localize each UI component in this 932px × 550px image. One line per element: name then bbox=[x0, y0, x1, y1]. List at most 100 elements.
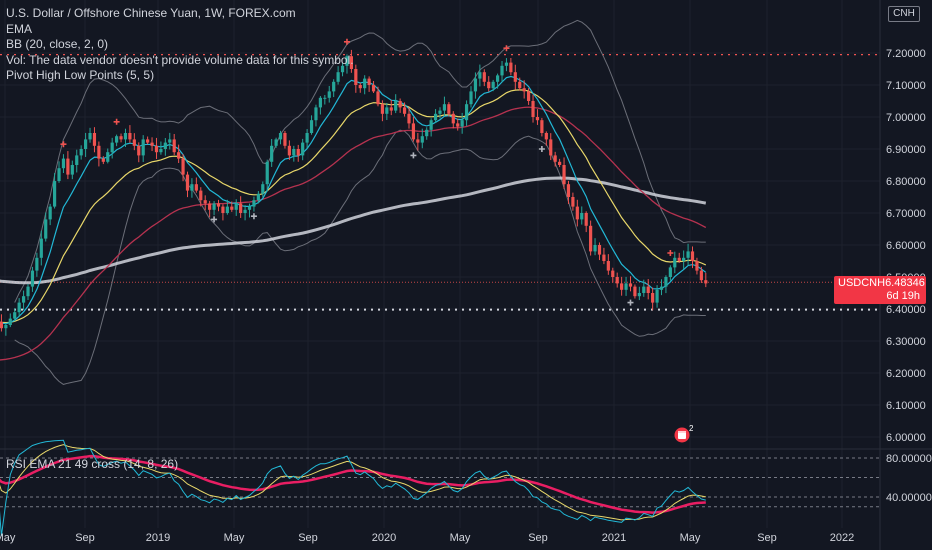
candle-body bbox=[464, 104, 469, 121]
bb-upper-band bbox=[14, 19, 706, 303]
candle-body bbox=[314, 107, 318, 121]
candle-body bbox=[589, 225, 593, 252]
candle-body bbox=[274, 139, 278, 146]
candle-body bbox=[478, 72, 482, 79]
candle-body bbox=[686, 251, 690, 258]
legend-vol[interactable]: Vol: The data vendor doesn't provide vol… bbox=[6, 52, 354, 67]
candle-body bbox=[119, 136, 123, 140]
candle-body bbox=[442, 104, 447, 111]
candle-body bbox=[509, 62, 513, 73]
candle-body bbox=[39, 238, 43, 258]
candle-body bbox=[327, 91, 331, 98]
candle-body bbox=[137, 145, 141, 156]
candle-body bbox=[677, 257, 681, 261]
candle-body bbox=[398, 101, 402, 108]
candle-body bbox=[177, 152, 181, 159]
ema-50-line bbox=[0, 106, 707, 361]
candle-body bbox=[30, 270, 35, 287]
candle-body bbox=[79, 149, 83, 156]
candle-body bbox=[558, 161, 562, 165]
candle-body bbox=[425, 129, 429, 137]
candle-body bbox=[549, 139, 553, 156]
candle-body bbox=[367, 78, 371, 85]
candle-body bbox=[562, 165, 566, 185]
candle-body bbox=[0, 321, 4, 329]
candle-body bbox=[172, 139, 176, 153]
legend-pivots[interactable]: Pivot High Low Points (5, 5) bbox=[6, 68, 155, 82]
rsi-legend[interactable]: RSI EMA 21 49 cross (14, 8, 26) bbox=[6, 457, 179, 471]
candle-body bbox=[106, 152, 110, 162]
candle-body bbox=[451, 113, 455, 124]
current-symbol: USDCNH bbox=[838, 277, 886, 289]
candle-body bbox=[504, 62, 509, 66]
time-tick-label: 2020 bbox=[372, 532, 396, 544]
rsi-signal-line bbox=[0, 444, 706, 521]
candle-body bbox=[668, 267, 672, 277]
chart-legend: U.S. Dollar / Offshore Chinese Yuan, 1W,… bbox=[6, 6, 354, 84]
time-tick-label: 2021 bbox=[602, 532, 626, 544]
candle-body bbox=[358, 85, 362, 89]
candle-body bbox=[110, 142, 114, 153]
time-tick-label: May bbox=[450, 532, 471, 544]
candle-body bbox=[101, 158, 105, 162]
time-tick-label: 2019 bbox=[146, 532, 170, 544]
economic-events-icon[interactable]: 2 bbox=[673, 424, 693, 444]
current-price: 6.48346 bbox=[885, 277, 925, 289]
candle-body bbox=[566, 184, 571, 197]
pivot-high-marker bbox=[667, 250, 674, 256]
price-tick-label: 6.30000 bbox=[886, 336, 926, 348]
candle-body bbox=[487, 81, 491, 89]
candle-body bbox=[287, 145, 291, 156]
candle-body bbox=[239, 203, 243, 213]
candle-body bbox=[48, 206, 52, 220]
candle-body bbox=[411, 123, 416, 140]
bb-lower-band bbox=[14, 129, 706, 385]
candle-body bbox=[571, 197, 575, 207]
candle-body bbox=[225, 206, 229, 213]
candle-body bbox=[216, 203, 221, 207]
legend-ema[interactable]: EMA bbox=[6, 21, 33, 36]
ema-lines bbox=[0, 75, 707, 361]
candle-body bbox=[190, 184, 194, 191]
time-axis: May Sep 2019 May Sep 2020 May Sep 2021 May Sep 2022 bbox=[0, 532, 854, 544]
price-tick-label: 6.00000 bbox=[886, 432, 926, 444]
candle-body bbox=[664, 277, 668, 287]
candle-body bbox=[575, 206, 579, 220]
candle-body bbox=[544, 133, 548, 140]
currency-unit-badge[interactable]: CNH bbox=[888, 6, 920, 22]
candle-body bbox=[699, 270, 703, 281]
candle-body bbox=[704, 280, 708, 284]
candle-body bbox=[624, 283, 628, 290]
candle-body bbox=[482, 72, 486, 82]
candle-body bbox=[26, 286, 30, 297]
candle-body bbox=[159, 149, 163, 153]
candle-body bbox=[394, 101, 398, 111]
candle-body bbox=[460, 120, 464, 127]
candle-body bbox=[354, 69, 358, 85]
pivot-high-marker bbox=[343, 38, 350, 45]
time-tick-label: Sep bbox=[757, 532, 777, 544]
legend-bb[interactable]: BB (20, close, 2, 0) bbox=[6, 37, 109, 51]
candle-body bbox=[17, 302, 21, 313]
candle-body bbox=[389, 107, 393, 111]
candle-body bbox=[642, 286, 646, 293]
price-tick-label: 6.10000 bbox=[886, 400, 926, 412]
candle-body bbox=[606, 261, 610, 271]
candle-body bbox=[553, 155, 557, 162]
candle-body bbox=[615, 277, 619, 284]
price-tick-label: 7.00000 bbox=[886, 112, 926, 124]
candle-body bbox=[230, 206, 234, 210]
candle-body bbox=[584, 213, 588, 226]
bar-countdown: 6d 19h bbox=[886, 290, 920, 302]
candle-body bbox=[57, 168, 61, 181]
candle-body bbox=[261, 184, 265, 194]
price-tick-label: 6.80000 bbox=[886, 176, 926, 188]
candle-body bbox=[385, 107, 389, 114]
candle-body bbox=[540, 120, 544, 133]
bollinger-bands bbox=[14, 19, 706, 385]
candle-body bbox=[13, 312, 17, 319]
candle-body bbox=[309, 120, 314, 133]
candle-body bbox=[296, 149, 300, 156]
